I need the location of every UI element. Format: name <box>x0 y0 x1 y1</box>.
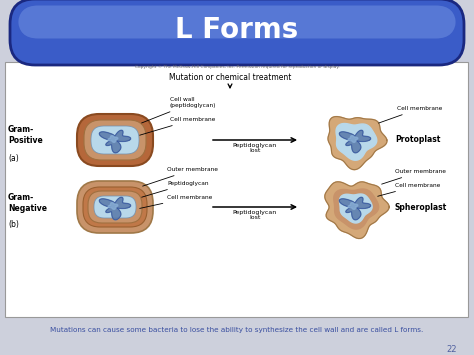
Text: Peptidoglycan
lost: Peptidoglycan lost <box>233 143 277 153</box>
Text: L Forms: L Forms <box>175 16 299 44</box>
Text: Protoplast: Protoplast <box>395 136 440 144</box>
Polygon shape <box>339 194 372 223</box>
Text: Spheroplast: Spheroplast <box>395 202 447 212</box>
Text: Mutation or chemical treatment: Mutation or chemical treatment <box>169 72 291 82</box>
Text: Cell membrane: Cell membrane <box>379 106 442 123</box>
FancyBboxPatch shape <box>18 5 456 38</box>
Polygon shape <box>348 203 358 209</box>
Text: (a): (a) <box>8 153 19 163</box>
Polygon shape <box>334 189 379 229</box>
Text: Peptidoglycan: Peptidoglycan <box>142 181 209 197</box>
Text: Cell membrane: Cell membrane <box>378 183 440 196</box>
FancyBboxPatch shape <box>94 196 136 218</box>
Polygon shape <box>99 130 131 153</box>
Text: Mutations can cause some bacteria to lose the ability to synthesize the cell wal: Mutations can cause some bacteria to los… <box>50 327 424 333</box>
Text: 22: 22 <box>447 344 457 354</box>
Text: Cell membrane: Cell membrane <box>140 117 215 135</box>
Polygon shape <box>348 136 358 142</box>
Text: (b): (b) <box>8 220 19 229</box>
Text: Cell wall
(peptidoglycan): Cell wall (peptidoglycan) <box>142 97 217 123</box>
FancyBboxPatch shape <box>5 62 468 317</box>
Text: Cell membrane: Cell membrane <box>140 195 212 208</box>
FancyBboxPatch shape <box>83 187 147 227</box>
Polygon shape <box>339 197 371 220</box>
FancyBboxPatch shape <box>77 114 153 166</box>
Text: Gram-
Negative: Gram- Negative <box>8 193 47 213</box>
FancyBboxPatch shape <box>88 191 142 223</box>
Polygon shape <box>108 136 118 142</box>
Polygon shape <box>99 197 131 220</box>
FancyBboxPatch shape <box>10 0 464 65</box>
Text: Outer membrane: Outer membrane <box>382 169 446 184</box>
Polygon shape <box>328 116 387 170</box>
Text: Peptidoglycan
lost: Peptidoglycan lost <box>233 209 277 220</box>
Polygon shape <box>336 124 377 160</box>
FancyBboxPatch shape <box>84 120 146 160</box>
Polygon shape <box>325 182 389 239</box>
Text: Outer membrane: Outer membrane <box>143 167 218 186</box>
Text: Copyright © The McGraw-Hill Companies, Inc. Permission required for reproduction: Copyright © The McGraw-Hill Companies, I… <box>135 65 339 69</box>
FancyBboxPatch shape <box>77 181 153 233</box>
FancyBboxPatch shape <box>91 126 139 154</box>
Polygon shape <box>108 203 118 209</box>
Polygon shape <box>339 130 371 153</box>
Text: Gram-
Positive: Gram- Positive <box>8 125 43 145</box>
